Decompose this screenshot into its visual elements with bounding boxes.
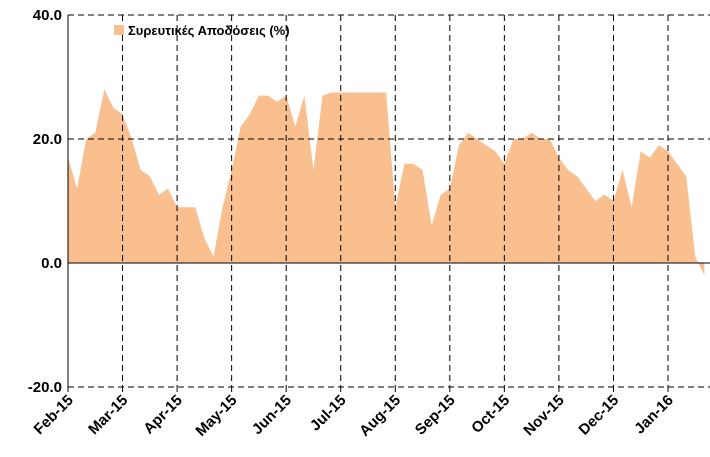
- x-tick-label: Feb-15: [31, 392, 77, 438]
- legend-swatch: [114, 25, 124, 35]
- x-tick-label: Nov-15: [520, 392, 567, 439]
- y-tick-label: 0.0: [41, 255, 62, 272]
- x-tick-label: Aug-15: [356, 392, 404, 440]
- y-tick-label: 40.0: [33, 7, 62, 24]
- legend-label: Συρευτικές Αποδόσεις (%): [128, 23, 290, 38]
- area: [68, 89, 705, 276]
- x-tick-label: Jun-15: [249, 392, 295, 438]
- x-tick-label: Dec-15: [575, 392, 622, 439]
- x-tick-label: Sep-15: [412, 392, 459, 439]
- x-tick-label: Apr-15: [140, 392, 186, 438]
- y-tick-label: -20.0: [28, 379, 62, 396]
- x-tick-label: May-15: [192, 392, 240, 440]
- x-tick-label: Jan-16: [631, 392, 677, 438]
- x-tick-label: Oct-15: [468, 392, 513, 437]
- y-tick-label: 20.0: [33, 131, 62, 148]
- x-tick-label: Mar-15: [85, 392, 131, 438]
- x-tick-label: Jul-15: [307, 392, 350, 435]
